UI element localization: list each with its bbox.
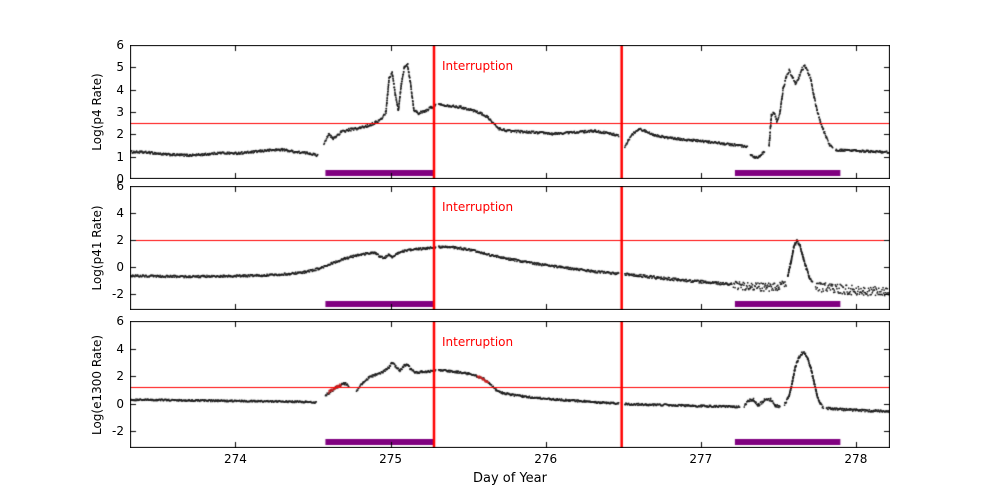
- x-axis-label: Day of Year: [473, 471, 547, 486]
- panel-e1300-rate: Log(e1300 Rate) -2 0 2 4 6 Interruption: [0, 314, 1000, 448]
- interruption-annotation-p41: Interruption: [442, 200, 514, 214]
- interruption-annotation-p4: Interruption: [442, 59, 514, 73]
- panel-p41-rate: Log(p41 Rate) -2 0 2 4 6 Interruption: [0, 179, 1000, 310]
- y-tick-label: 2: [116, 369, 124, 384]
- x-tick-label: 278: [844, 452, 868, 466]
- y-tick-label: 4: [116, 82, 124, 97]
- y-tick-label: 2: [116, 232, 124, 247]
- y-tick-label: -2: [112, 424, 124, 439]
- plot-area-p41: [130, 186, 890, 310]
- y-tick-label: 1: [116, 149, 124, 164]
- y-tick-label: 2: [116, 127, 124, 142]
- y-tick-label: 0: [116, 172, 124, 186]
- y-tick-label: 6: [116, 314, 124, 328]
- y-tick-labels-e1300: -2 0 2 4 6: [0, 314, 126, 448]
- y-tick-label: 0: [116, 396, 124, 411]
- y-tick-label: 5: [116, 60, 124, 75]
- y-tick-label: 6: [116, 179, 124, 193]
- y-tick-labels-p4: 0 1 2 3 4 5 6: [0, 38, 126, 186]
- x-tick-label: 274: [224, 452, 247, 466]
- plot-area-p4: [130, 45, 890, 179]
- plot-area-e1300: [130, 321, 890, 448]
- y-tick-label: 4: [116, 341, 124, 356]
- y-tick-label: 3: [116, 105, 124, 119]
- x-tick-label: 277: [689, 452, 713, 466]
- y-tick-label: 6: [116, 38, 124, 52]
- interruption-annotation-e1300: Interruption: [442, 335, 514, 349]
- x-tick-label: 275: [379, 452, 403, 466]
- y-tick-labels-p41: -2 0 2 4 6: [0, 179, 126, 310]
- x-tick-label: 276: [534, 452, 558, 466]
- y-tick-label: -2: [112, 286, 124, 301]
- y-tick-label: 4: [116, 205, 124, 220]
- y-tick-label: 0: [116, 259, 124, 274]
